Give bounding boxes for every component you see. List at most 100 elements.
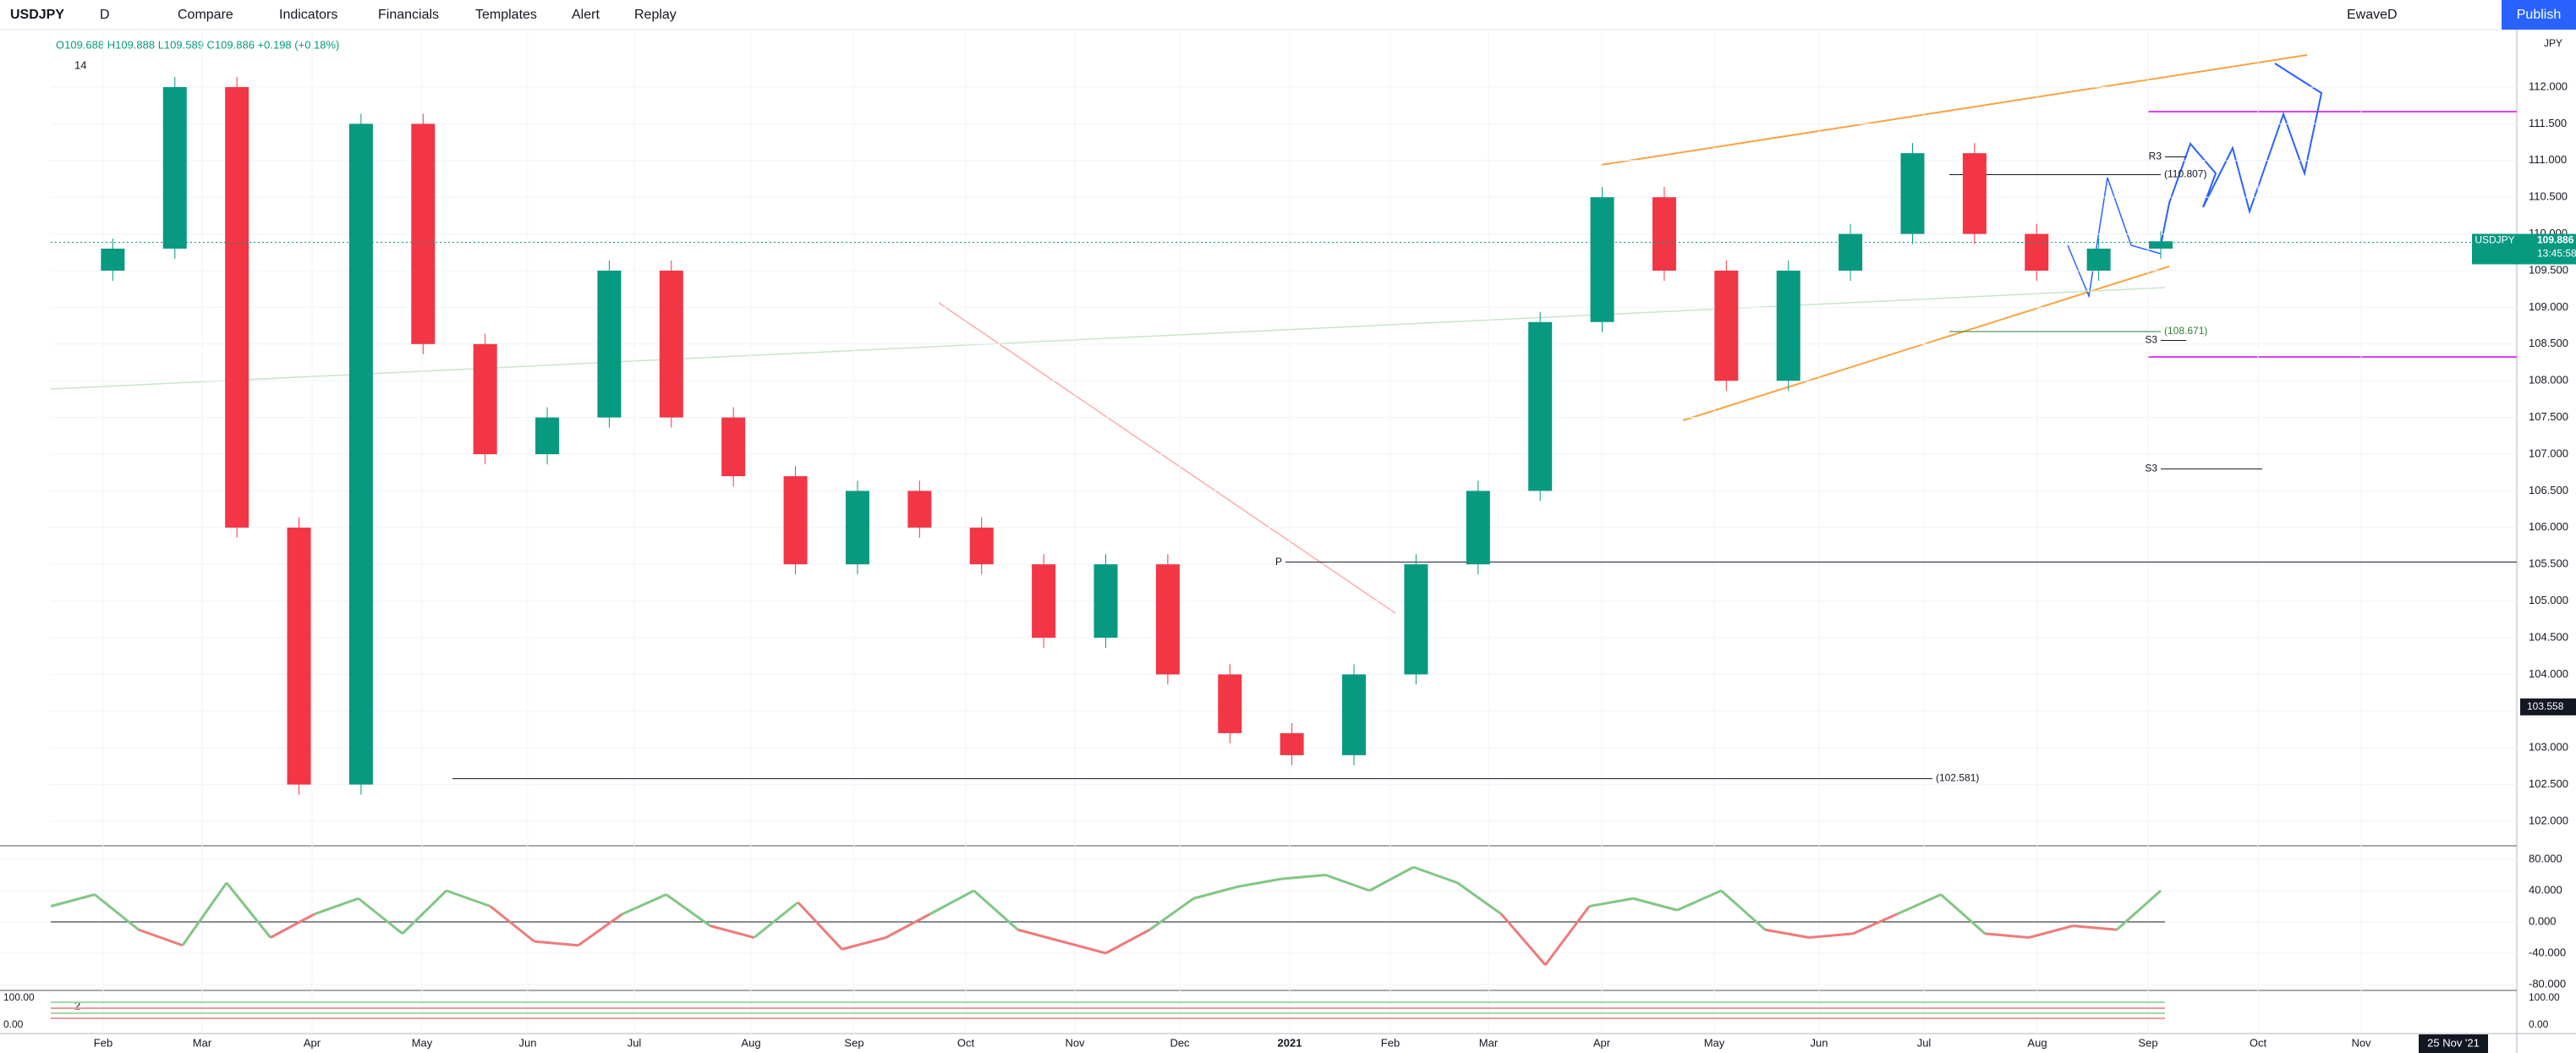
time-label: Dec — [1170, 1036, 1190, 1049]
time-label: Oct — [2250, 1036, 2267, 1049]
candle — [845, 491, 869, 565]
candle — [101, 248, 125, 271]
candle — [1342, 674, 1367, 755]
candle — [2025, 233, 2049, 271]
time-label: Feb — [1381, 1036, 1400, 1049]
interval[interactable]: D — [100, 8, 110, 22]
price-tick-label: 107.500 — [2529, 410, 2568, 423]
pane3-tick-label-left: 100.00 — [3, 991, 35, 1003]
osc-segment — [1412, 865, 1458, 885]
candle — [225, 87, 249, 528]
candle — [1839, 233, 1863, 271]
price-tick-label: 111.000 — [2529, 153, 2567, 166]
candle — [1962, 153, 1987, 234]
publish[interactable]: Publish — [2517, 8, 2561, 22]
time-label: Aug — [2027, 1036, 2047, 1049]
osc-segment — [1456, 881, 1503, 915]
osc-tick-label: -40.000 — [2529, 946, 2566, 958]
price-tick-label: 112.000 — [2529, 80, 2568, 92]
toolbar-item[interactable]: Alert — [572, 8, 600, 22]
symbol[interactable]: USDJPY — [10, 8, 64, 22]
last-symbol: USDJPY — [2475, 234, 2514, 246]
osc-segment — [446, 889, 491, 908]
price-tick-label: 106.000 — [2529, 520, 2568, 533]
price-tick-label: 104.500 — [2529, 630, 2568, 643]
osc-segment — [1720, 889, 1767, 931]
channel-bottom — [1682, 266, 2170, 421]
time-label: May — [412, 1036, 433, 1049]
time-label: Apr — [304, 1036, 321, 1049]
candle — [597, 271, 622, 418]
candle — [473, 343, 497, 454]
price-tick-label: 103.000 — [2529, 741, 2568, 754]
candle — [2086, 248, 2111, 271]
time-label: Jun — [1811, 1036, 1828, 1049]
currency: JPY — [2544, 37, 2562, 49]
osc-segment — [1940, 893, 1987, 935]
osc-segment — [577, 913, 623, 946]
price-tick-label: 110.500 — [2529, 190, 2568, 203]
candle — [721, 417, 746, 477]
candle — [1218, 674, 1242, 733]
time-label: Apr — [1593, 1036, 1611, 1049]
projection — [2067, 177, 2162, 299]
toolbar-item[interactable]: Replay — [634, 8, 677, 22]
osc-segment — [1368, 865, 1415, 892]
osc-segment — [1104, 928, 1151, 955]
osc-segment — [1896, 893, 1942, 916]
candle — [1900, 153, 1925, 234]
candle — [411, 123, 436, 344]
osc-segment — [841, 936, 886, 951]
osc-segment — [2072, 924, 2118, 931]
osc-segment — [1984, 932, 2030, 939]
price-tick-label: 108.000 — [2529, 374, 2568, 387]
candle — [1155, 564, 1180, 675]
channel-top — [1600, 54, 2308, 166]
osc-segment — [138, 928, 184, 947]
candle — [162, 87, 187, 249]
price-tick-label: 104.000 — [2529, 667, 2568, 680]
osc-tick-label: -80.000 — [2529, 977, 2566, 990]
osc-segment — [1852, 913, 1898, 935]
osc-segment — [1148, 897, 1195, 931]
toolbar-item[interactable]: Financials — [378, 8, 439, 22]
cursor-time-bg — [2419, 1034, 2488, 1053]
ohlc-legend: O109.688 H109.888 L109.589 C109.886 +0.1… — [56, 38, 339, 51]
toolbar-item[interactable]: Indicators — [279, 8, 337, 22]
price-tick-label: 102.000 — [2529, 814, 2568, 826]
osc-segment — [401, 889, 447, 935]
time-label: Nov — [2351, 1036, 2371, 1049]
candle — [1466, 491, 1490, 565]
candle — [1404, 564, 1428, 675]
moving-average — [50, 287, 2166, 390]
candle — [1093, 564, 1118, 638]
toolbar-item[interactable]: Compare — [178, 8, 233, 22]
price-tick-label: 106.500 — [2529, 484, 2568, 496]
pane3-tick-label-left: 0.00 — [3, 1018, 24, 1030]
level-label: S3 — [2145, 334, 2157, 346]
time-label: Mar — [1479, 1036, 1499, 1049]
candle — [1032, 564, 1056, 638]
publish-button[interactable] — [2502, 0, 2576, 30]
time-label: Jul — [1917, 1036, 1932, 1049]
projection — [2160, 63, 2323, 246]
osc-segment — [1544, 905, 1591, 966]
candle — [659, 271, 683, 418]
osc-tick-label: 80.000 — [2529, 852, 2562, 864]
price-tick-label: 108.500 — [2529, 337, 2568, 349]
osc-segment — [1764, 928, 1810, 939]
osc-segment — [225, 881, 272, 939]
price-tick-label: 105.000 — [2529, 594, 2568, 606]
osc-segment — [1632, 897, 1678, 912]
price-tick-label: 102.500 — [2529, 777, 2568, 790]
toolbar-item[interactable]: Templates — [475, 8, 537, 22]
candle — [535, 417, 560, 454]
price-tick-label: 109.000 — [2529, 300, 2568, 313]
osc-segment — [1017, 928, 1062, 943]
osc-segment — [710, 924, 755, 939]
osc-segment — [2028, 924, 2074, 939]
osc-segment — [973, 889, 1019, 931]
time-label: 2021 — [1278, 1036, 1302, 1049]
layout-name[interactable]: EwaveD — [2347, 8, 2398, 22]
